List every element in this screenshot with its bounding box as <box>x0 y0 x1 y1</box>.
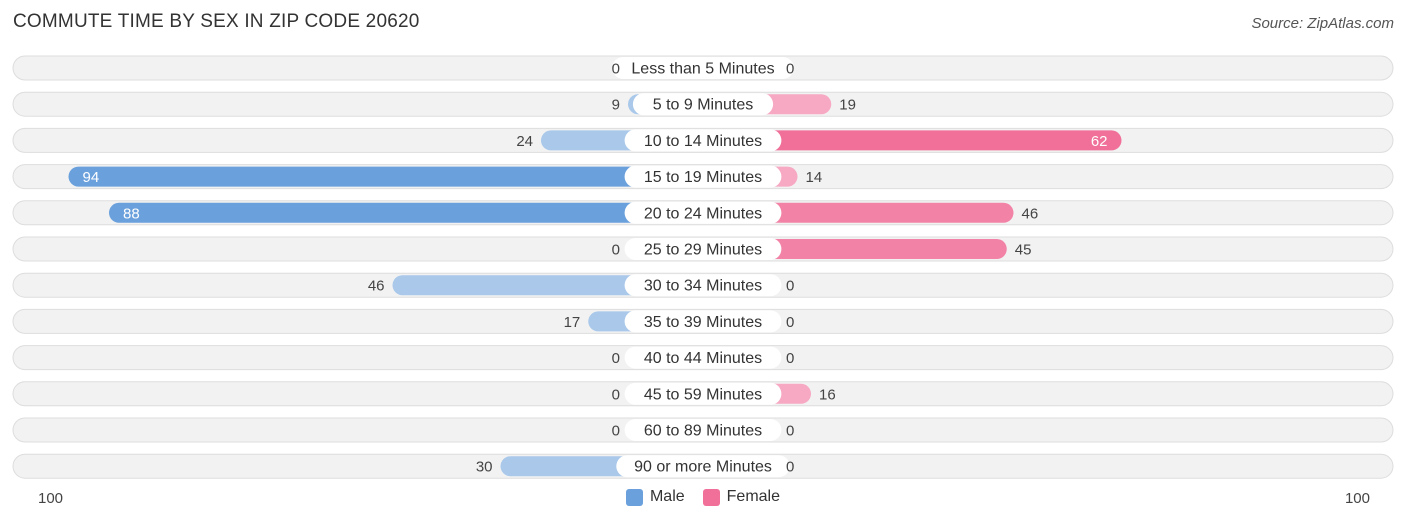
bar-male-15-to-19-minutes <box>68 166 713 187</box>
category-label-60-to-89-minutes: 60 to 89 Minutes <box>644 423 762 440</box>
bar-female-10-to-14-minutes <box>693 130 1122 151</box>
value-female-35-to-39-minutes: 0 <box>786 314 794 331</box>
value-female-15-to-19-minutes: 14 <box>806 169 823 186</box>
value-male-90-or-more-minutes: 30 <box>476 459 493 476</box>
category-label-20-to-24-minutes: 20 to 24 Minutes <box>644 205 762 222</box>
value-female-20-to-24-minutes: 46 <box>1022 205 1039 222</box>
legend-swatch-male <box>625 488 643 506</box>
bar-male-20-to-24-minutes <box>109 202 713 223</box>
category-pill-35-to-39-minutes <box>624 310 782 333</box>
value-female-40-to-44-minutes: 0 <box>786 350 794 367</box>
value-male-25-to-29-minutes: 0 <box>612 242 620 259</box>
category-pill-10-to-14-minutes <box>624 129 782 152</box>
category-pill-15-to-19-minutes <box>624 165 782 188</box>
category-pill-5-to-9-minutes <box>632 93 774 116</box>
value-female-5-to-9-minutes: 19 <box>839 97 856 114</box>
source-note: Source: ZipAtlas.com <box>1251 15 1394 32</box>
category-label-35-to-39-minutes: 35 to 39 Minutes <box>644 314 762 331</box>
value-male-5-to-9-minutes: 9 <box>612 97 620 114</box>
category-label-10-to-14-minutes: 10 to 14 Minutes <box>644 133 762 150</box>
value-male-35-to-39-minutes: 17 <box>564 314 581 331</box>
category-label-15-to-19-minutes: 15 to 19 Minutes <box>644 169 762 186</box>
value-male-15-to-19-minutes: 94 <box>83 169 100 186</box>
value-male-40-to-44-minutes: 0 <box>612 350 620 367</box>
value-female-less-than-5-minutes: 0 <box>786 61 794 78</box>
value-male-45-to-59-minutes: 0 <box>612 386 620 403</box>
value-female-90-or-more-minutes: 0 <box>786 459 794 476</box>
axis-left-label: 100 <box>38 490 64 507</box>
category-label-30-to-34-minutes: 30 to 34 Minutes <box>644 278 762 295</box>
category-pill-30-to-34-minutes <box>624 274 782 297</box>
category-pill-45-to-59-minutes <box>624 382 782 405</box>
category-pill-60-to-89-minutes <box>624 419 782 441</box>
legend: Male Female <box>0 488 1406 506</box>
value-female-45-to-59-minutes: 16 <box>819 386 836 403</box>
legend-item-male[interactable]: Male <box>625 488 685 506</box>
legend-label-female: Female <box>726 488 781 505</box>
value-female-25-to-29-minutes: 45 <box>1015 242 1032 259</box>
legend-label-male: Male <box>649 488 685 505</box>
category-label-40-to-44-minutes: 40 to 44 Minutes <box>644 350 762 367</box>
value-male-10-to-14-minutes: 24 <box>516 133 533 150</box>
category-label-25-to-29-minutes: 25 to 29 Minutes <box>644 242 762 259</box>
value-male-60-to-89-minutes: 0 <box>612 423 620 440</box>
value-female-30-to-34-minutes: 0 <box>786 278 794 295</box>
category-label-45-to-59-minutes: 45 to 59 Minutes <box>644 386 762 403</box>
category-label-5-to-9-minutes: 5 to 9 Minutes <box>653 97 754 114</box>
value-female-60-to-89-minutes: 0 <box>786 423 794 440</box>
category-pill-20-to-24-minutes <box>624 201 782 224</box>
category-label-90-or-more-minutes: 90 or more Minutes <box>634 459 772 476</box>
chart-title: COMMUTE TIME BY SEX IN ZIP CODE 20620 <box>13 11 420 32</box>
legend-item-female[interactable]: Female <box>702 488 781 506</box>
value-female-10-to-14-minutes: 62 <box>1091 133 1108 150</box>
category-pill-less-than-5-minutes <box>612 57 794 79</box>
category-label-less-than-5-minutes: Less than 5 Minutes <box>631 61 774 78</box>
legend-swatch-female <box>702 488 720 506</box>
category-pill-90-or-more-minutes <box>616 455 790 478</box>
value-male-30-to-34-minutes: 46 <box>368 278 385 295</box>
value-male-less-than-5-minutes: 0 <box>612 61 620 78</box>
category-pill-25-to-29-minutes <box>624 238 782 260</box>
category-pill-40-to-44-minutes <box>624 346 782 369</box>
axis-right-label: 100 <box>1344 490 1370 507</box>
value-male-20-to-24-minutes: 88 <box>123 205 140 222</box>
